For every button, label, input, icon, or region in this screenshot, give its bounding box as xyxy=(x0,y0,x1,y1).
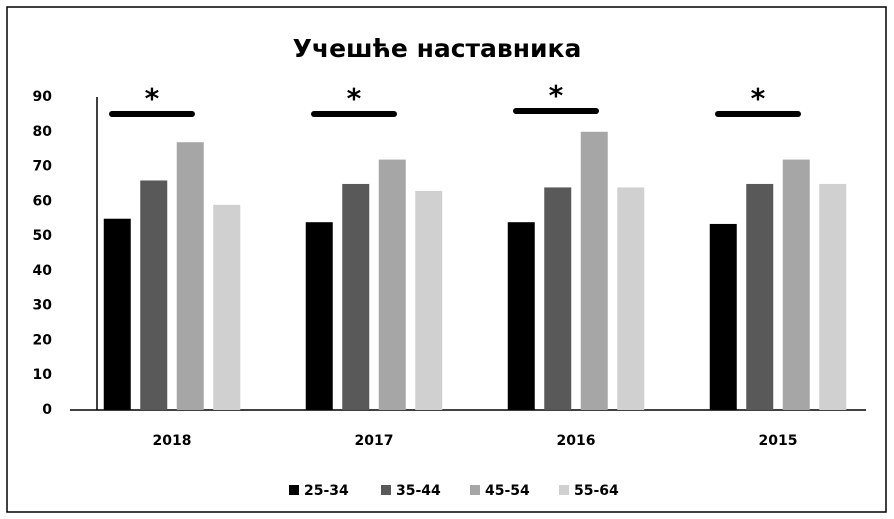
bar xyxy=(580,131,608,410)
y-tick-label: 30 xyxy=(33,298,53,314)
bar xyxy=(746,183,774,410)
y-tick-label: 50 xyxy=(33,228,53,244)
bar xyxy=(617,187,645,410)
x-tick-label: 2018 xyxy=(153,433,192,449)
y-tick-label: 0 xyxy=(42,402,52,418)
legend-label: 45-54 xyxy=(485,483,530,499)
bar xyxy=(305,222,333,410)
y-tick-label: 60 xyxy=(33,193,53,209)
bar xyxy=(415,190,443,410)
bar xyxy=(213,204,241,410)
bar xyxy=(103,218,131,410)
x-tick-label: 2017 xyxy=(355,433,394,449)
y-tick-label: 40 xyxy=(33,263,53,279)
y-tick-label: 20 xyxy=(33,332,53,348)
x-tick-label: 2016 xyxy=(557,433,596,449)
y-tick-label: 80 xyxy=(33,124,53,140)
bar xyxy=(140,180,168,410)
bar xyxy=(782,159,810,410)
y-tick-label: 70 xyxy=(33,159,53,175)
legend-swatch xyxy=(289,485,299,495)
legend-label: 35-44 xyxy=(396,483,441,499)
bar xyxy=(544,187,572,410)
legend-swatch xyxy=(381,485,391,495)
x-tick-label: 2015 xyxy=(759,433,798,449)
bar xyxy=(709,223,737,410)
legend-label: 25-34 xyxy=(304,483,349,499)
bar xyxy=(176,142,204,410)
legend-swatch xyxy=(470,485,480,495)
bar xyxy=(342,183,370,410)
legend-label: 55-64 xyxy=(574,483,619,499)
chart-title: Учешће наставника xyxy=(293,34,582,63)
y-tick-label: 90 xyxy=(33,89,53,105)
annotation: * xyxy=(751,82,766,115)
bar xyxy=(507,222,535,410)
legend-swatch xyxy=(559,485,569,495)
annotation: * xyxy=(145,82,160,115)
bar xyxy=(378,159,406,410)
y-tick-label: 10 xyxy=(33,367,53,383)
bar xyxy=(819,183,847,410)
annotation: * xyxy=(549,79,564,112)
annotation: * xyxy=(347,82,362,115)
